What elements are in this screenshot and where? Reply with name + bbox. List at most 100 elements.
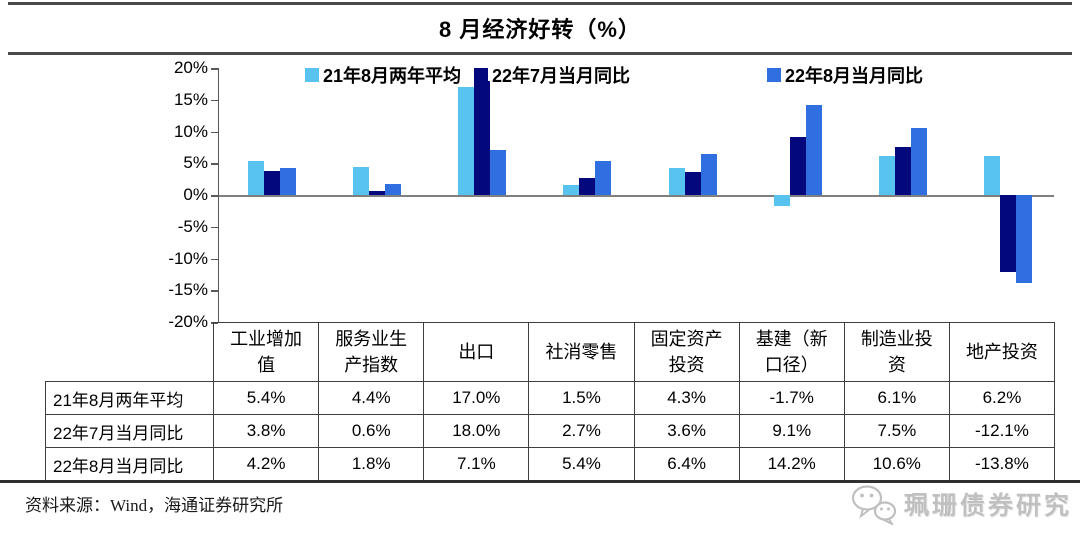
y-axis-tickmark <box>211 131 218 133</box>
y-axis-tick-label: -15% <box>168 280 208 300</box>
table-row-label: 21年8月两年平均 <box>45 381 214 415</box>
table-cell: 10.6% <box>843 447 950 481</box>
table-cell: -13.8% <box>948 447 1056 481</box>
bar-group-3 <box>458 68 507 322</box>
table-cell: 1.5% <box>528 381 635 415</box>
table-row: 22年7月当月同比 3.8% 0.6% 18.0% 2.7% 3.6% 9.1% 7.5% -1… <box>45 414 1056 448</box>
table-column-header: 出口 <box>423 322 530 382</box>
bar <box>280 168 296 195</box>
zero-line <box>219 195 1054 197</box>
y-axis-tick-label: -10% <box>168 248 208 268</box>
source-note: 资料来源：Wind，海通证券研究所 <box>25 496 284 515</box>
y-axis-tickmark <box>211 258 218 260</box>
bar <box>1015 195 1032 283</box>
bar <box>595 160 612 195</box>
table-cell: 7.5% <box>843 414 950 448</box>
bar-group-2 <box>353 68 402 322</box>
bar <box>999 195 1016 272</box>
data-table: 工业增加值 服务业生产指数 出口 社消零售 固定资产投资 基建（新口径） 制造业投资 地产投资… <box>45 322 1056 481</box>
bar <box>668 167 685 195</box>
table-cell: 9.1% <box>738 414 845 448</box>
y-axis-tick-label: 5% <box>183 153 208 173</box>
legend-swatch-icon <box>767 68 781 82</box>
bar <box>474 80 491 195</box>
y-axis-tickmark <box>211 99 218 102</box>
table-column-header: 工业增加值 <box>212 322 320 382</box>
bar <box>369 191 386 195</box>
bar <box>579 177 596 195</box>
bar-group-6 <box>773 68 822 322</box>
table-cell: 17.0% <box>423 381 530 415</box>
table-column-header: 服务业生产指数 <box>318 322 425 382</box>
y-axis-tick-label: -5% <box>177 216 208 236</box>
table-row: 21年8月两年平均 5.4% 4.4% 17.0% 1.5% 4.3% -1.7% 6.1% 6… <box>45 381 1056 415</box>
bar <box>563 185 580 195</box>
y-axis-tick-label: 0% <box>183 185 208 204</box>
y-axis-tickmark <box>211 226 218 229</box>
chart-title: 8 月经济好转（%） <box>439 17 641 42</box>
title-rule <box>8 52 1072 55</box>
bar <box>490 149 507 195</box>
bar <box>353 167 370 195</box>
table-cell: 7.1% <box>423 447 530 481</box>
table-cell: 5.4% <box>212 381 320 415</box>
table-cell: 6.2% <box>948 381 1056 415</box>
y-axis-tick-label: 15% <box>173 89 208 109</box>
table-row-label: 22年7月当月同比 <box>45 414 214 448</box>
bar <box>248 160 264 195</box>
plot-area <box>218 68 1054 322</box>
legend-label: 22年7月当月同比 <box>492 66 631 86</box>
top-rule <box>8 2 1072 5</box>
table-cell: 4.3% <box>633 381 740 415</box>
table-header-row: 工业增加值 服务业生产指数 出口 社消零售 固定资产投资 基建（新口径） 制造业投资 地产投资 <box>46 322 1056 382</box>
table-column-header: 社消零售 <box>528 322 635 382</box>
table-cell: 3.6% <box>633 414 740 448</box>
wechat-icon <box>851 485 897 525</box>
table-cell: 14.2% <box>738 447 845 481</box>
table-row-label: 22年8月当月同比 <box>45 447 214 481</box>
y-axis-tick-label: -20% <box>168 312 208 331</box>
bar <box>789 137 806 195</box>
y-axis-tick-label: 20% <box>173 58 208 77</box>
bar-group-7 <box>878 68 927 322</box>
table-cell: -12.1% <box>948 414 1056 448</box>
legend-entry-3: 22年8月当月同比 <box>767 64 923 86</box>
y-axis-tick-label: 10% <box>173 121 208 141</box>
table-column-header: 制造业投资 <box>843 322 950 382</box>
table-cell: 4.2% <box>212 447 320 481</box>
table-cell: 18.0% <box>423 414 530 448</box>
table-cell: 2.7% <box>528 414 635 448</box>
table-cell: 5.4% <box>528 447 635 481</box>
bar <box>983 155 1000 195</box>
table-column-header: 地产投资 <box>948 322 1056 382</box>
bar-group-4 <box>563 68 612 322</box>
table-row: 22年8月当月同比 4.2% 1.8% 7.1% 5.4% 6.4% 14.2% 10.6% -… <box>45 447 1056 481</box>
bar-group-5 <box>668 68 717 322</box>
bar-chart: 20% 15% 10% 5% 0% -5% -10% -15% -20% 21年8月两年平均 22年… <box>0 55 1080 331</box>
legend-label: 22年8月当月同比 <box>785 66 924 86</box>
bar <box>385 183 402 195</box>
legend-swatch-icon <box>474 68 488 82</box>
bar <box>264 170 280 195</box>
bar <box>458 87 475 195</box>
bar <box>910 127 927 195</box>
legend-entry-2: 22年7月当月同比 <box>474 64 630 86</box>
table-cell: 6.1% <box>843 381 950 415</box>
table-cell: 3.8% <box>212 414 320 448</box>
y-axis-tickmark <box>211 163 218 165</box>
table-cell: 0.6% <box>318 414 425 448</box>
legend-swatch-icon <box>305 68 319 82</box>
table-cell: 4.4% <box>318 381 425 415</box>
table-column-header: 基建（新口径） <box>738 322 845 382</box>
y-axis-tickmark <box>211 68 218 70</box>
table-cell: 6.4% <box>633 447 740 481</box>
bar-group-1 <box>248 68 296 322</box>
bar <box>684 172 701 195</box>
table-column-header: 固定资产投资 <box>633 322 740 382</box>
legend-label: 21年8月两年平均 <box>323 66 462 86</box>
table-cell: 1.8% <box>318 447 425 481</box>
watermark: 珮珊债券研究 <box>850 483 1072 525</box>
table-cell: -1.7% <box>738 381 845 415</box>
bar-group-8 <box>983 68 1032 322</box>
bar <box>700 154 717 195</box>
